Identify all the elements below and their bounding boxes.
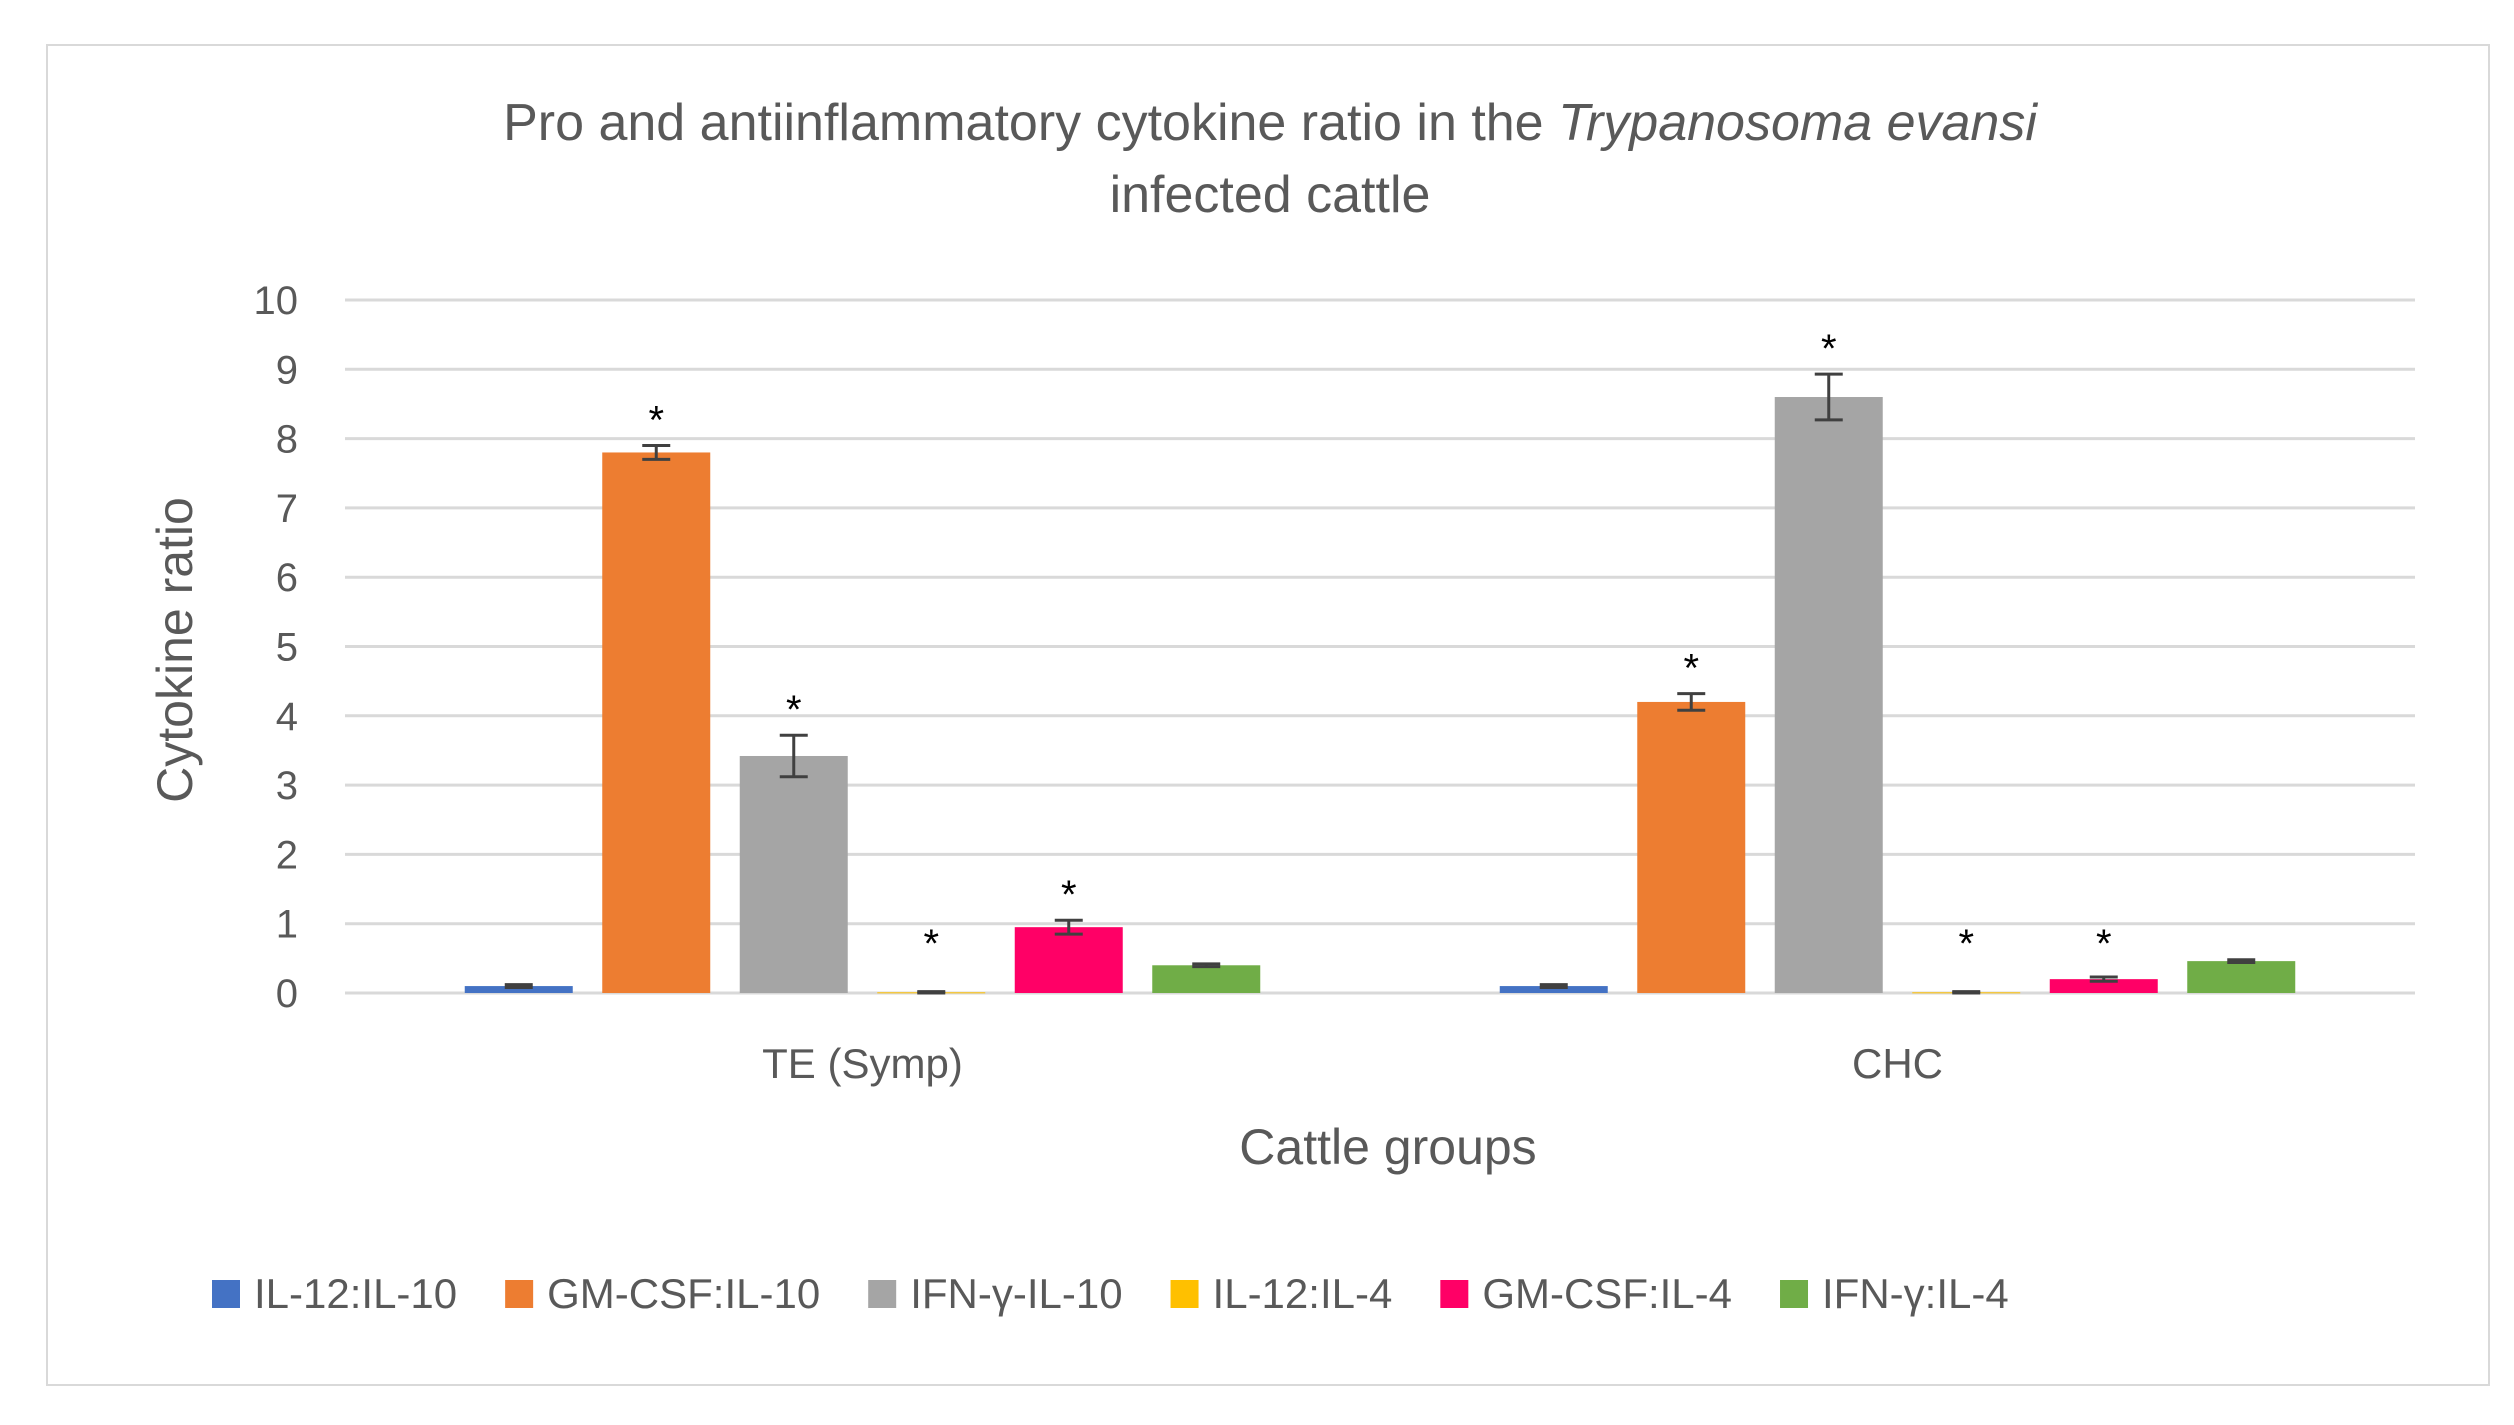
bar	[464, 986, 573, 993]
legend-swatch	[505, 1280, 534, 1308]
legend-swatch	[868, 1280, 897, 1308]
significance-marker: *	[2096, 922, 2112, 966]
y-tick-label: 5	[276, 626, 298, 670]
x-category-labels: TE (Symp) CHC	[762, 1040, 1943, 1087]
significance-marker: *	[786, 688, 802, 732]
legend-label: GM-CSF:IL-4	[1482, 1270, 1732, 1317]
significance-marker: *	[648, 399, 664, 443]
y-tick-label: 3	[276, 764, 298, 808]
significance-marker: *	[1683, 647, 1699, 691]
legend-item: IFN-γ:IL-4	[1780, 1270, 2009, 1317]
legend-label: IFN-γ-IL-10	[910, 1270, 1122, 1317]
legend-swatch	[212, 1280, 240, 1308]
significance-marker: *	[1061, 873, 1077, 917]
legend-label: IL-12:IL-10	[254, 1270, 457, 1317]
bar	[1014, 927, 1123, 993]
bar	[602, 452, 711, 994]
legend-label: GM-CSF:IL-10	[547, 1270, 820, 1317]
x-category-label: TE (Symp)	[762, 1040, 963, 1087]
x-axis-title: Cattle groups	[1239, 1119, 1536, 1175]
y-tick-label: 1	[276, 903, 298, 947]
bar	[1152, 965, 1261, 993]
y-tick-label: 8	[276, 418, 298, 462]
chart-title-line1: Pro and antiinflammatory cytokine ratio …	[503, 94, 2038, 152]
y-tick-label: 10	[254, 279, 299, 323]
bar	[1637, 701, 1746, 993]
legend-item: GM-CSF:IL-4	[1440, 1270, 1732, 1317]
significance-marker: *	[923, 922, 939, 966]
legend-item: IL-12:IL-10	[212, 1270, 457, 1317]
legend-swatch	[1780, 1280, 1809, 1308]
y-tick-label: 7	[276, 487, 298, 531]
legend-item: IL-12:IL-4	[1170, 1270, 1393, 1317]
legend-item: GM-CSF:IL-10	[505, 1270, 820, 1317]
y-tick-labels: 0 1 2 3 4 5 6 7 8 9 10	[254, 279, 299, 1016]
chart-title-line2: infected cattle	[1110, 166, 1431, 224]
x-category-label: CHC	[1852, 1040, 1943, 1087]
y-tick-label: 9	[276, 348, 298, 392]
bar	[2187, 961, 2296, 993]
y-tick-label: 6	[276, 556, 298, 600]
significance-marker: *	[1821, 327, 1837, 371]
y-tick-label: 2	[276, 833, 298, 877]
legend-label: IFN-γ:IL-4	[1822, 1270, 2009, 1317]
legend-swatch	[1170, 1280, 1199, 1308]
legend-item: IFN-γ-IL-10	[868, 1270, 1123, 1317]
y-tick-label: 4	[276, 695, 298, 739]
significance-marker: *	[1958, 922, 1974, 966]
bar	[1499, 986, 1608, 993]
legend: IL-12:IL-10 GM-CSF:IL-10 IFN-γ-IL-10 IL-12:…	[212, 1270, 2009, 1317]
legend-swatch	[1440, 1280, 1469, 1308]
legend-label: IL-12:IL-4	[1213, 1270, 1393, 1317]
y-tick-label: 0	[276, 972, 298, 1016]
bar	[2049, 979, 2158, 993]
bars: * * * * * * * *	[464, 327, 2296, 995]
bar	[1774, 397, 1883, 993]
y-axis-title: Cytokine ratio	[147, 497, 203, 803]
bar	[739, 755, 848, 993]
